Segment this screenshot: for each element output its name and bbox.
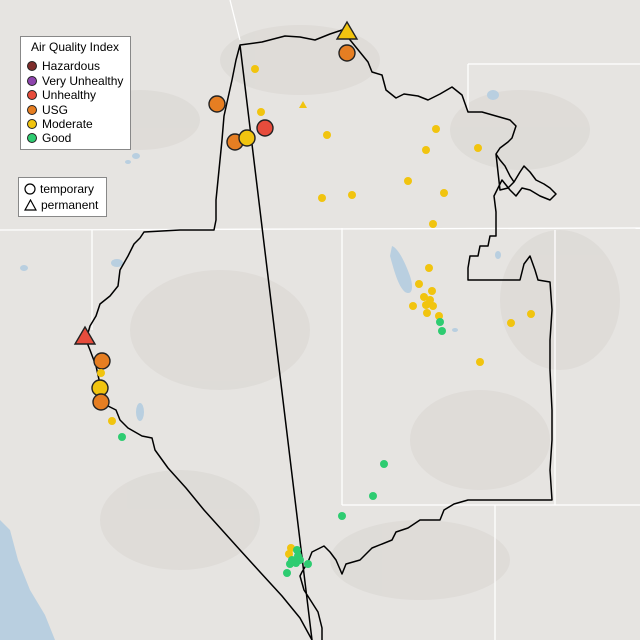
usg-swatch-icon bbox=[27, 104, 37, 115]
region-boundary bbox=[85, 29, 557, 640]
hazardous-swatch-icon bbox=[27, 60, 37, 71]
legend-item-permanent: permanent bbox=[24, 197, 98, 212]
aqi-legend: Air Quality Index Hazardous Very Unhealt… bbox=[20, 36, 131, 150]
monitor-moderate-permanent[interactable] bbox=[335, 20, 359, 40]
monitor-markers[interactable] bbox=[91, 44, 356, 411]
small-moderate-markers[interactable] bbox=[97, 65, 535, 558]
legend-item-usg: USG bbox=[27, 102, 68, 117]
permanent-markers[interactable] bbox=[73, 20, 359, 345]
monitor-usg-temporary[interactable] bbox=[92, 393, 110, 411]
ocean bbox=[0, 520, 55, 640]
legend-label: permanent bbox=[41, 197, 99, 212]
legend-item-temporary: temporary bbox=[24, 181, 94, 196]
legend-label: USG bbox=[42, 102, 69, 117]
region-boundary-inner bbox=[495, 153, 515, 183]
circle-icon bbox=[24, 182, 36, 195]
legend-title: Air Quality Index bbox=[31, 40, 120, 54]
legend-item-unhealthy: Unhealthy bbox=[27, 87, 96, 102]
legend-label: Good bbox=[42, 130, 72, 145]
very-unhealthy-swatch-icon bbox=[27, 75, 37, 86]
legend-label: Unhealthy bbox=[42, 87, 97, 102]
legend-item-good: Good bbox=[27, 130, 71, 145]
monitor-type-legend: temporary permanent bbox=[18, 177, 107, 217]
legend-label: temporary bbox=[40, 181, 95, 196]
legend-item-moderate: Moderate bbox=[27, 116, 93, 131]
legend-label: Moderate bbox=[42, 116, 93, 131]
legend-label: Very Unhealthy bbox=[42, 73, 124, 88]
legend-item-very-unhealthy: Very Unhealthy bbox=[27, 73, 123, 88]
good-swatch-icon bbox=[27, 132, 37, 143]
moderate-swatch-icon bbox=[27, 118, 37, 129]
monitor-moderate-permanent-small[interactable] bbox=[299, 101, 307, 108]
monitor-usg-temporary[interactable] bbox=[208, 95, 226, 113]
legend-label: Hazardous bbox=[42, 58, 101, 73]
triangle-icon bbox=[24, 198, 37, 211]
monitor-unhealthy-temporary[interactable] bbox=[256, 119, 274, 137]
monitor-unhealthy-permanent[interactable] bbox=[73, 325, 97, 345]
legend-item-hazardous: Hazardous bbox=[27, 58, 100, 73]
lakes bbox=[20, 90, 501, 421]
monitor-moderate-temporary[interactable] bbox=[238, 129, 256, 147]
monitor-usg-temporary[interactable] bbox=[93, 352, 111, 370]
unhealthy-swatch-icon bbox=[27, 89, 37, 100]
small-good-markers[interactable] bbox=[118, 318, 446, 577]
monitor-usg-temporary[interactable] bbox=[338, 44, 356, 62]
